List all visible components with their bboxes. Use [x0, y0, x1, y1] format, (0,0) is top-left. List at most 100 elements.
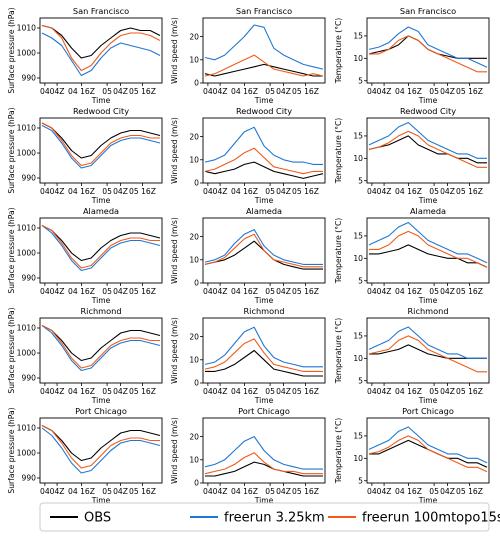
y-tick-label: 1000: [17, 449, 36, 458]
series-line-freerun-100mtopo15s: [204, 54, 324, 77]
y-axis-label: Temperature (°C): [334, 18, 343, 85]
y-axis-label: Surface pressure (hPa): [7, 7, 16, 93]
plot-frame: [39, 417, 163, 484]
series-line-obs: [41, 225, 161, 262]
legend-label: freerun 100mtopo15s: [362, 511, 500, 526]
series-line-freerun-3-25km: [204, 436, 323, 470]
x-tick-label: 04Z: [377, 87, 392, 96]
series-line-freerun-3-25km: [204, 24, 324, 70]
y-tick-label: 15: [353, 132, 363, 141]
y-tick-label: 1010: [17, 324, 36, 333]
series-line-obs: [205, 461, 323, 477]
series-line-freerun-3-25km: [204, 326, 323, 368]
x-tick-label: 04Z: [113, 287, 128, 296]
x-tick-label: 04Z: [213, 187, 228, 196]
y-tick-label: 20: [189, 32, 199, 41]
series-line-freerun-3-25km: [41, 427, 161, 474]
x-tick-label: 04: [40, 87, 50, 96]
x-tick-label: 04: [367, 287, 377, 296]
series-line-freerun-100mtopo15s: [41, 225, 160, 269]
series-line-freerun-3-25km: [204, 229, 323, 265]
y-tick-label: 15: [353, 432, 363, 441]
panel-title: Redwood City: [236, 106, 292, 116]
x-tick-label: 04 16Z: [395, 387, 422, 396]
x-tick-label: 04 16Z: [395, 87, 422, 96]
legend-item: OBS: [50, 511, 111, 526]
series-line-freerun-100mtopo15s: [41, 325, 160, 369]
series-line-obs: [204, 161, 324, 179]
x-tick-label: 05 16Z: [292, 187, 319, 196]
series-line-obs: [368, 35, 487, 59]
series-line-obs: [41, 24, 161, 59]
y-axis-label: Temperature (°C): [334, 118, 343, 185]
series-line-freerun-3-25km: [368, 121, 487, 159]
y-tick-label: 0: [194, 279, 199, 288]
series-line-obs: [369, 344, 487, 359]
panel-title: Redwood City: [73, 106, 129, 116]
legend-item: freerun 100mtopo15s: [328, 511, 500, 526]
y-tick-label: 1000: [17, 149, 36, 158]
x-axis-label: Time: [254, 96, 274, 105]
x-tick-label: 05 16Z: [129, 87, 156, 96]
y-axis-label: Temperature (°C): [334, 318, 343, 385]
y-tick-label: 10: [353, 254, 363, 263]
legend-box: [39, 502, 490, 532]
panel-title: San Francisco: [400, 6, 456, 16]
y-tick-label: 10: [189, 255, 199, 264]
x-tick-label: 04: [40, 287, 50, 296]
plot-frame: [39, 17, 163, 84]
x-tick-label: 05 16Z: [292, 387, 319, 396]
x-tick-label: 04 16Z: [395, 287, 422, 296]
x-axis-label: Time: [254, 196, 274, 205]
x-axis-label: Time: [418, 396, 438, 405]
y-tick-label: 990: [22, 174, 37, 183]
x-tick-label: 05: [265, 387, 275, 396]
x-tick-label: 05: [265, 287, 275, 296]
x-tick-label: 04: [40, 187, 50, 196]
y-tick-label: 10: [189, 355, 199, 364]
y-tick-label: 1010: [17, 124, 36, 133]
x-tick-label: 04Z: [50, 287, 65, 296]
series-line-freerun-100mtopo15s: [204, 233, 323, 268]
y-tick-label: 10: [353, 154, 363, 163]
x-tick-label: 05 16Z: [456, 387, 483, 396]
x-tick-label: 04Z: [213, 387, 228, 396]
x-tick-label: 04Z: [213, 287, 228, 296]
x-tick-label: 05: [102, 387, 112, 396]
x-tick-label: 05 16Z: [456, 487, 483, 496]
x-tick-label: 04Z: [440, 187, 455, 196]
y-axis-label: Wind speed (m/s): [170, 317, 179, 384]
x-tick-label: 04Z: [50, 187, 65, 196]
x-tick-label: 04 16Z: [231, 87, 258, 96]
y-tick-label: 1000: [17, 49, 36, 58]
x-tick-label: 05: [429, 87, 439, 96]
x-tick-label: 04 16Z: [68, 287, 95, 296]
y-axis-label: Wind speed (m/s): [170, 417, 179, 484]
series-line-freerun-100mtopo15s: [368, 335, 487, 373]
plot-frame: [39, 217, 163, 284]
series-line-freerun-3-25km: [41, 32, 161, 77]
x-tick-label: 04Z: [113, 87, 128, 96]
x-tick-label: 05: [429, 487, 439, 496]
y-axis-label: Wind speed (m/s): [170, 117, 179, 184]
x-tick-label: 04Z: [377, 287, 392, 296]
x-tick-label: 04Z: [113, 387, 128, 396]
x-tick-label: 04: [203, 187, 213, 196]
x-tick-label: 05 16Z: [129, 287, 156, 296]
x-tick-label: 04 16Z: [231, 187, 258, 196]
y-tick-label: 1000: [17, 349, 36, 358]
y-axis-label: Surface pressure (hPa): [7, 307, 16, 393]
x-tick-label: 04Z: [50, 387, 65, 396]
y-tick-label: 10: [353, 354, 363, 363]
x-tick-label: 05: [265, 487, 275, 496]
y-tick-label: 0: [194, 79, 199, 88]
y-tick-label: 10: [189, 455, 199, 464]
x-tick-label: 04Z: [440, 87, 455, 96]
series-line-freerun-3-25km: [368, 326, 487, 359]
y-tick-label: 0: [194, 479, 199, 488]
y-axis-label: Surface pressure (hPa): [7, 407, 16, 493]
